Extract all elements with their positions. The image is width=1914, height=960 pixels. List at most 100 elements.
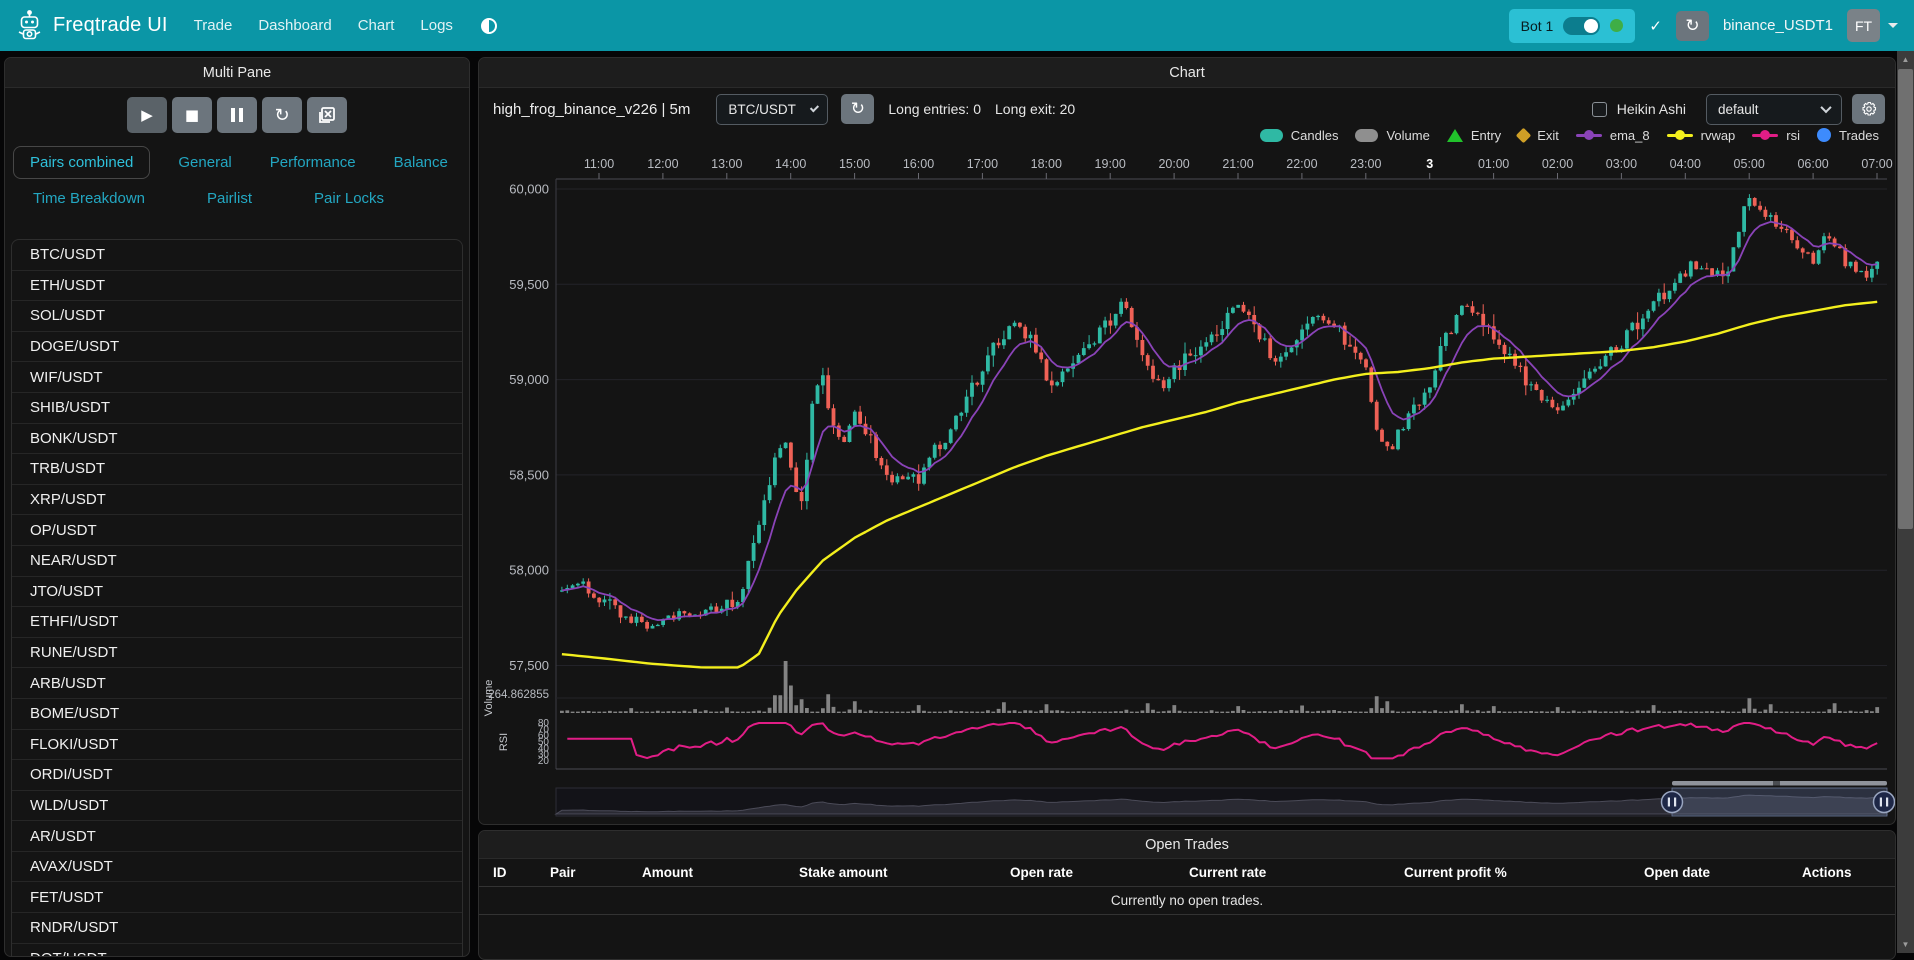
tab-time-breakdown[interactable]: Time Breakdown bbox=[33, 190, 145, 207]
pair-row-near[interactable]: NEAR/USDT bbox=[12, 546, 462, 577]
pair-select[interactable]: BTC/USDT bbox=[716, 93, 829, 125]
legend-item-exit[interactable]: Exit bbox=[1515, 127, 1559, 143]
reload-config-button[interactable]: ↻ bbox=[262, 97, 302, 133]
global-refresh-button[interactable]: ↻ bbox=[1675, 10, 1709, 41]
nav-item-chart[interactable]: Chart bbox=[357, 17, 395, 34]
candles-swatch-icon bbox=[1259, 128, 1283, 142]
scroll-down-icon[interactable]: ▼ bbox=[1901, 940, 1910, 949]
pair-row-fet[interactable]: FET/USDT bbox=[12, 882, 462, 914]
multi-pane-panel: Multi Pane ▶ ■ ↻ Pairs combined General Pe… bbox=[4, 57, 470, 957]
avatar[interactable]: FT bbox=[1847, 9, 1880, 42]
pair-row-bonk[interactable]: BONK/USDT bbox=[12, 424, 462, 455]
tab-balance[interactable]: Balance bbox=[393, 154, 448, 171]
pair-row-avax[interactable]: AVAX/USDT bbox=[12, 852, 462, 883]
play-icon: ▶ bbox=[141, 106, 153, 124]
tab-pairlist[interactable]: Pairlist bbox=[207, 190, 253, 207]
candlestick-chart[interactable]: 60,000 59,500 59,000 58,500 58,000 57,500 11:0… bbox=[479, 148, 1896, 825]
legend-item-rsi[interactable]: rsi bbox=[1752, 128, 1800, 143]
pair-row-arb[interactable]: ARB/USDT bbox=[12, 668, 462, 699]
bot-selector[interactable]: Bot 1 bbox=[1508, 8, 1636, 43]
pairs-list: BTC/USDT ETH/USDT SOL/USDT DOGE/USDT WIF/USD… bbox=[11, 239, 463, 956]
legend-label: ema_8 bbox=[1609, 127, 1650, 143]
plot-config-select[interactable]: default bbox=[1706, 93, 1842, 125]
chart-title: Chart bbox=[479, 58, 1895, 88]
pair-row-dot[interactable]: DOT/USDT bbox=[12, 944, 462, 956]
tab-pair-locks[interactable]: Pair Locks bbox=[314, 190, 385, 207]
plot-settings-button[interactable] bbox=[1852, 94, 1885, 124]
pair-row-floki[interactable]: FLOKI/USDT bbox=[12, 730, 462, 761]
open-trades-title: Open Trades bbox=[479, 831, 1895, 859]
left-tabs-row-2: Time Breakdown Pairlist Pair Locks bbox=[23, 183, 469, 214]
legend-item-rvwap[interactable]: rvwap bbox=[1666, 128, 1735, 143]
legend-label: Trades bbox=[1839, 127, 1879, 143]
pair-row-ethfi[interactable]: ETHFI/USDT bbox=[12, 607, 462, 638]
app-title[interactable]: Freqtrade UI bbox=[53, 14, 168, 36]
pair-row-wld[interactable]: WLD/USDT bbox=[12, 791, 462, 822]
svg-text:58,500: 58,500 bbox=[509, 467, 549, 482]
pair-row-eth[interactable]: ETH/USDT bbox=[12, 271, 462, 302]
scroll-up-icon[interactable]: ▲ bbox=[1901, 55, 1910, 64]
rsi-swatch-icon bbox=[1752, 130, 1779, 140]
svg-text:Volume: Volume bbox=[483, 680, 495, 717]
trades-swatch-icon bbox=[1817, 128, 1832, 142]
svg-text:17:00: 17:00 bbox=[967, 157, 998, 171]
pair-row-ordi[interactable]: ORDI/USDT bbox=[12, 760, 462, 791]
legend-label: Volume bbox=[1386, 127, 1430, 143]
legend-item-volume[interactable]: Volume bbox=[1355, 127, 1430, 143]
pair-row-bome[interactable]: BOME/USDT bbox=[12, 699, 462, 730]
remove-chart-button[interactable] bbox=[307, 97, 347, 133]
bot-online-toggle[interactable] bbox=[1563, 16, 1601, 35]
user-menu[interactable]: FT bbox=[1847, 9, 1898, 42]
pair-row-op[interactable]: OP/USDT bbox=[12, 515, 462, 546]
legend-item-trades[interactable]: Trades bbox=[1817, 128, 1879, 143]
page-scrollbar[interactable]: ▲ ▼ bbox=[1897, 51, 1914, 953]
multi-pane-title: Multi Pane bbox=[5, 58, 469, 88]
legend-label: Entry bbox=[1470, 127, 1502, 143]
pair-row-btc[interactable]: BTC/USDT bbox=[12, 240, 462, 271]
ema_8-swatch-icon bbox=[1575, 130, 1602, 140]
pair-row-doge[interactable]: DOGE/USDT bbox=[12, 332, 462, 363]
entry-swatch-icon bbox=[1446, 128, 1463, 142]
heikin-ashi-checkbox[interactable] bbox=[1591, 101, 1607, 117]
exit-swatch-icon bbox=[1515, 127, 1532, 143]
theme-toggle-icon[interactable] bbox=[480, 17, 497, 34]
pair-row-rndr[interactable]: RNDR/USDT bbox=[12, 913, 462, 944]
datazoom-handle-right[interactable] bbox=[1872, 790, 1895, 814]
pair-row-ar[interactable]: AR/USDT bbox=[12, 821, 462, 852]
play-button[interactable]: ▶ bbox=[127, 97, 167, 133]
navbar: Freqtrade UI Trade Dashboard Chart Logs Bot… bbox=[0, 0, 1914, 51]
pair-row-xrp[interactable]: XRP/USDT bbox=[12, 485, 462, 516]
pair-row-trb[interactable]: TRB/USDT bbox=[12, 454, 462, 485]
svg-text:04:00: 04:00 bbox=[1670, 157, 1701, 171]
tab-pairs-combined[interactable]: Pairs combined bbox=[13, 146, 151, 179]
legend-label: Candles bbox=[1290, 127, 1339, 143]
pair-row-sol[interactable]: SOL/USDT bbox=[12, 301, 462, 332]
svg-text:20:00: 20:00 bbox=[1158, 157, 1189, 171]
pair-row-shib[interactable]: SHIB/USDT bbox=[12, 393, 462, 424]
stop-button[interactable]: ■ bbox=[172, 97, 212, 133]
svg-text:57,500: 57,500 bbox=[509, 658, 549, 673]
pair-row-wif[interactable]: WIF/USDT bbox=[12, 362, 462, 393]
svg-text:30: 30 bbox=[538, 750, 550, 761]
svg-text:19:00: 19:00 bbox=[1095, 157, 1126, 171]
nav-item-logs[interactable]: Logs bbox=[420, 17, 453, 34]
legend-item-ema_8[interactable]: ema_8 bbox=[1575, 127, 1650, 143]
svg-text:3: 3 bbox=[1426, 157, 1433, 171]
bot-name: Bot 1 bbox=[1520, 17, 1554, 34]
pause-button[interactable] bbox=[217, 97, 257, 133]
chevron-down-icon bbox=[809, 103, 819, 113]
nav-item-dashboard[interactable]: Dashboard bbox=[258, 17, 332, 34]
legend-label: Exit bbox=[1537, 127, 1559, 143]
tab-performance[interactable]: Performance bbox=[269, 154, 356, 171]
rvwap-swatch-icon bbox=[1666, 130, 1693, 140]
scrollbar-thumb[interactable] bbox=[1898, 69, 1913, 529]
legend-item-entry[interactable]: Entry bbox=[1446, 127, 1502, 143]
tab-general[interactable]: General bbox=[178, 154, 232, 171]
datazoom-handle-left[interactable] bbox=[1660, 790, 1684, 814]
chart-refresh-button[interactable]: ↻ bbox=[841, 94, 875, 124]
pair-row-rune[interactable]: RUNE/USDT bbox=[12, 638, 462, 669]
legend-label: rsi bbox=[1786, 127, 1801, 143]
pair-row-jto[interactable]: JTO/USDT bbox=[12, 577, 462, 608]
legend-item-candles[interactable]: Candles bbox=[1259, 127, 1339, 143]
nav-item-trade[interactable]: Trade bbox=[193, 17, 233, 34]
